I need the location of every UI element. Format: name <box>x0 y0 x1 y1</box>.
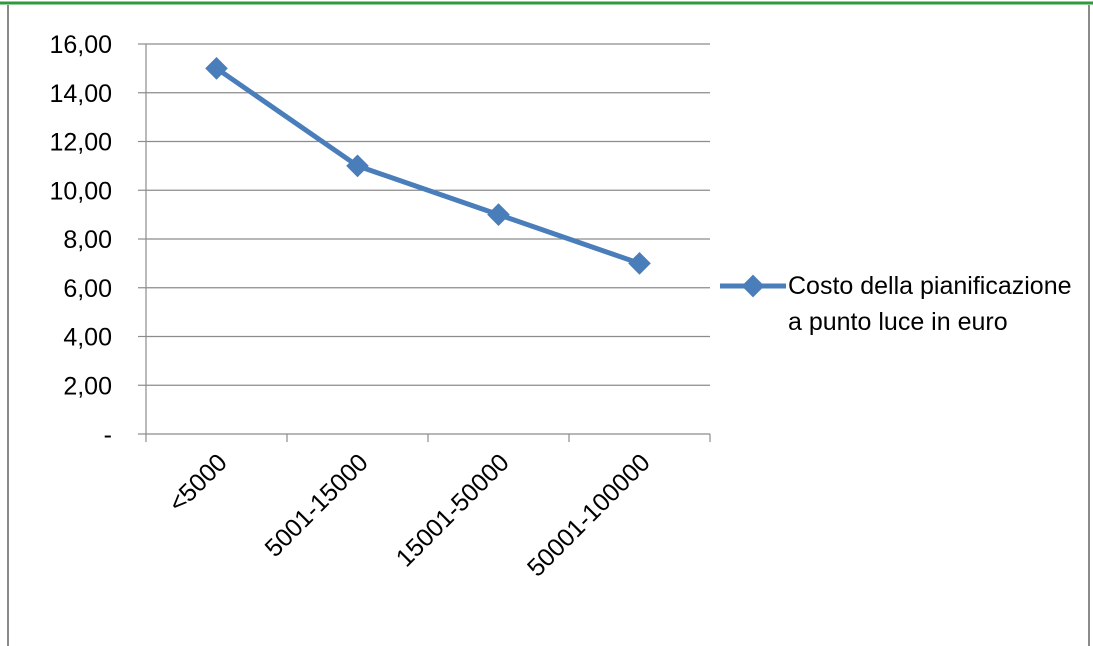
y-tick-label: 4,00 <box>63 324 112 352</box>
y-tick-label: 8,00 <box>63 226 112 254</box>
data-point-marker <box>487 203 510 226</box>
series-line <box>215 66 641 266</box>
y-tick-labels: - 2,00 4,00 6,00 8,00 10,00 12,00 14,00 16,00 <box>49 31 112 449</box>
y-tick-label: 16,00 <box>49 31 112 59</box>
legend-label: Costo della pianificazione a punto luce … <box>788 272 1072 336</box>
gridlines <box>138 43 710 435</box>
y-tick-label: 10,00 <box>49 177 112 205</box>
x-tick-labels: <5000 5001-15000 15001-50000 50001-100000 <box>163 448 655 582</box>
x-tick-label: <5000 <box>163 448 232 517</box>
x-tick-label: 5001-15000 <box>260 448 374 562</box>
x-tick-label: 50001-100000 <box>522 448 656 582</box>
series <box>205 57 651 275</box>
y-tick-label: 12,00 <box>49 129 112 157</box>
legend-line-diamond-icon <box>720 274 786 298</box>
y-tick-label: 6,00 <box>63 275 112 303</box>
y-tick-label: 14,00 <box>49 80 112 108</box>
x-tick-label: 15001-50000 <box>391 448 515 572</box>
axes <box>145 44 711 442</box>
y-tick-label: 2,00 <box>63 372 112 400</box>
data-point-marker <box>628 252 651 275</box>
y-tick-label: - <box>104 421 112 449</box>
